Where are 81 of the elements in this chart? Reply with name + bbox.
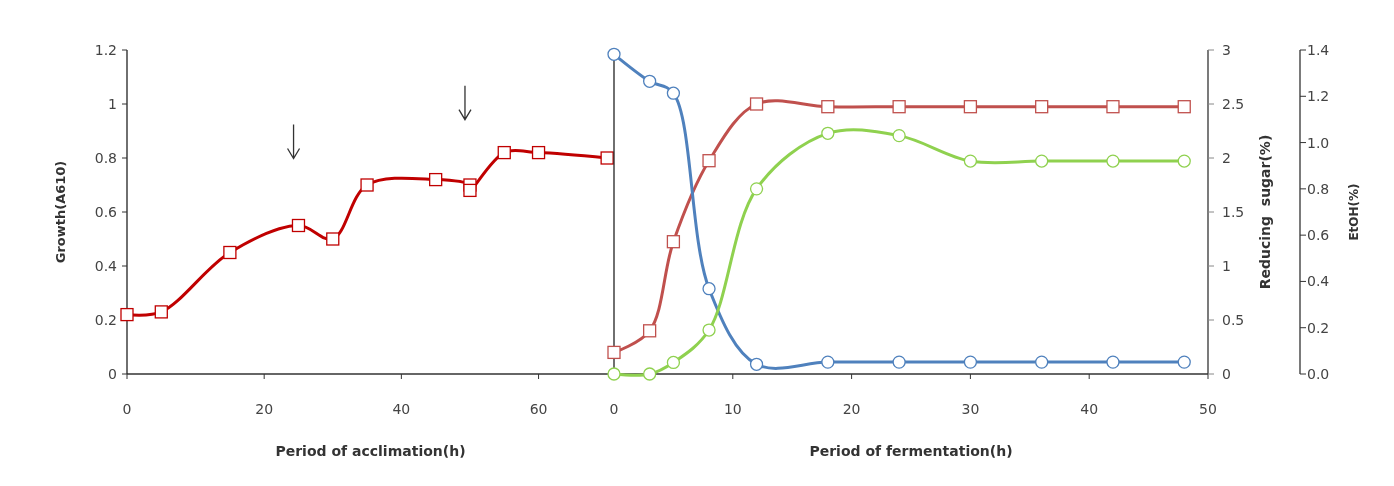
point (749, 357, 764, 371)
point (607, 367, 621, 381)
y3-tick-label: 0.0 (1307, 366, 1330, 382)
point (1177, 355, 1191, 369)
y3-tick-label: 1.0 (1307, 134, 1330, 151)
point (531, 145, 546, 160)
point (666, 355, 681, 370)
y2-tick-label: 3 (1222, 42, 1231, 58)
y-tick-label: 0.2 (94, 312, 117, 328)
point (120, 307, 134, 322)
x-axis-title: Period of fermentation(h) (809, 443, 1013, 459)
y3-tick-label: 0.6 (1307, 227, 1330, 244)
point (666, 235, 681, 249)
y3-tick-label: 0.8 (1307, 180, 1330, 197)
point (821, 126, 835, 140)
point (749, 97, 764, 111)
point (702, 323, 716, 337)
point (1035, 100, 1049, 114)
point (642, 367, 657, 381)
y2-tick-label: 1.5 (1222, 204, 1245, 220)
y-axis-title: Growth(A610) (53, 160, 68, 264)
point (154, 305, 168, 319)
point (821, 100, 835, 114)
point (702, 154, 716, 168)
point (1106, 355, 1120, 369)
point (749, 182, 764, 196)
point (497, 145, 511, 160)
point (963, 355, 978, 369)
y2-tick-label: 0.5 (1222, 312, 1245, 328)
y-tick-label: 0.4 (94, 258, 118, 274)
x-tick-label: 50 (1199, 401, 1217, 417)
point (892, 128, 906, 143)
point (963, 100, 978, 114)
y3-tick-label: 0.2 (1307, 319, 1330, 336)
x-tick-label: 40 (392, 401, 411, 417)
point (892, 100, 906, 114)
y3-axis-title: EtOH(%) (1347, 183, 1361, 241)
x-tick-label: 0 (609, 401, 619, 417)
x-axis-title: Period of acclimation(h) (275, 443, 466, 459)
y2-tick-label: 0 (1222, 366, 1231, 382)
y3-tick-label: 0.4 (1307, 273, 1330, 290)
x-tick-label: 30 (961, 401, 980, 417)
x-tick-label: 20 (842, 401, 861, 417)
point (666, 86, 681, 100)
point (963, 154, 978, 168)
point (1106, 154, 1120, 168)
point (607, 345, 621, 360)
point (642, 74, 657, 88)
point (1106, 100, 1120, 114)
x-tick-label: 40 (1080, 401, 1099, 417)
point (600, 151, 614, 165)
x-tick-label: 60 (529, 401, 548, 417)
y-tick-label: 1 (108, 96, 117, 112)
point (326, 232, 340, 246)
x-tick-label: 20 (255, 401, 274, 417)
y-tick-label: 0.8 (94, 150, 117, 166)
point (1035, 355, 1049, 369)
point (642, 324, 657, 338)
y-tick-label: 1.2 (94, 42, 117, 58)
point (702, 282, 716, 296)
y2-tick-label: 2 (1222, 150, 1231, 166)
point (223, 245, 237, 260)
y2-tick-label: 1 (1222, 258, 1231, 274)
x-tick-label: 0 (122, 401, 132, 417)
y2-tick-label: 2.5 (1222, 96, 1245, 112)
point (1035, 154, 1049, 168)
y-tick-label: 0.6 (94, 204, 118, 220)
point (463, 183, 477, 198)
point (1177, 154, 1191, 168)
point (291, 218, 306, 233)
y-tick-label: 0 (108, 366, 117, 382)
point (360, 178, 374, 192)
y3-tick-label: 1.2 (1307, 88, 1330, 105)
point (1177, 100, 1191, 114)
y2-axis-title: Reducing sugar(%) (1257, 134, 1273, 290)
point (607, 47, 621, 61)
point (429, 172, 443, 187)
point (892, 355, 906, 369)
point (821, 355, 835, 369)
x-tick-label: 10 (723, 401, 742, 417)
y3-tick-label: 1.4 (1307, 42, 1330, 58)
